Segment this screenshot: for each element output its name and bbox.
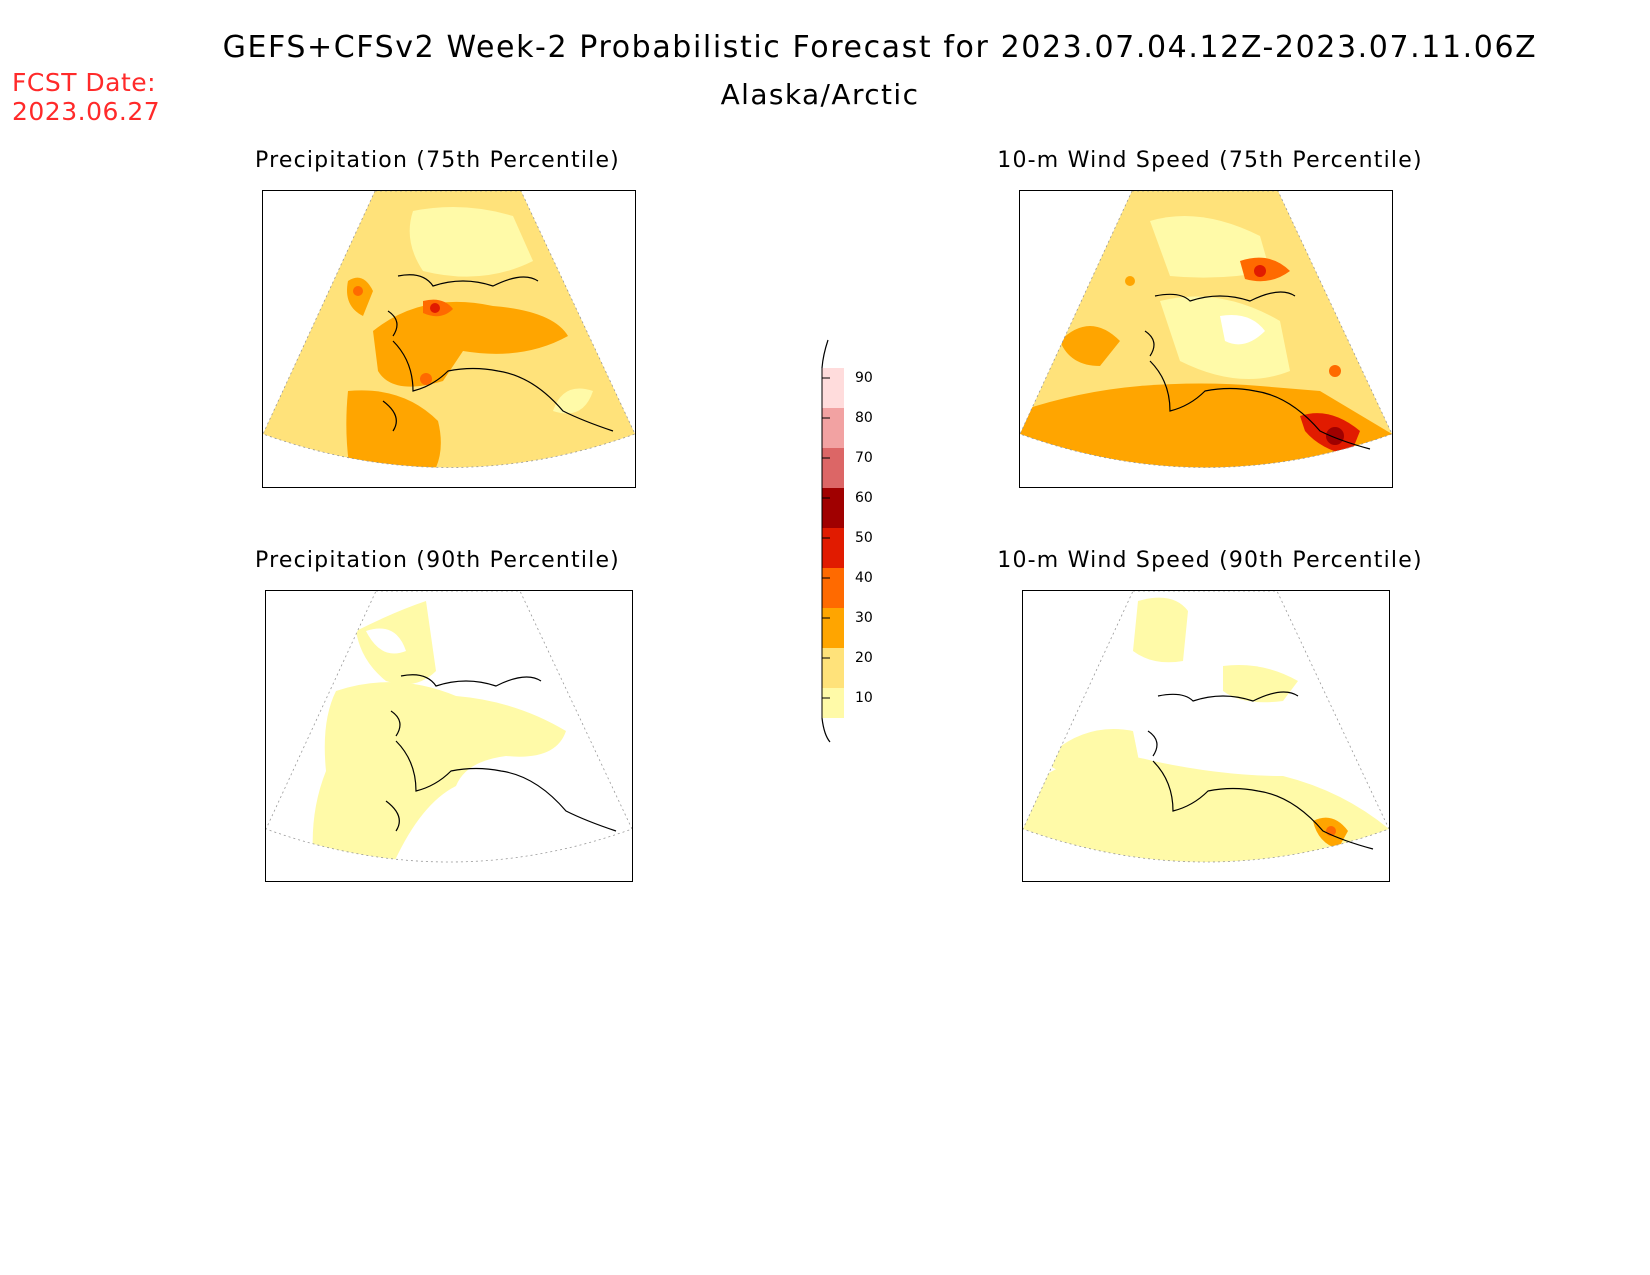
colorbar-label-30: 30 xyxy=(855,610,873,626)
colorbar-label-70: 70 xyxy=(855,450,873,466)
fcst-date-label: FCST Date: xyxy=(12,68,157,97)
colorbar-swatch-50 xyxy=(822,528,844,568)
map-precip-90-graphic xyxy=(266,591,632,863)
map-wind-75 xyxy=(1019,190,1393,488)
panel-title-precip-90: Precipitation (90th Percentile) xyxy=(255,548,620,573)
fcst-date-value: 2023.06.27 xyxy=(12,97,161,126)
colorbar-label-60: 60 xyxy=(855,490,873,506)
colorbar-label-10: 10 xyxy=(855,690,873,706)
forecast-title: GEFS+CFSv2 Week-2 Probabilistic Forecast… xyxy=(222,30,1538,65)
map-wind-90 xyxy=(1022,590,1390,882)
panel-title-precip-75: Precipitation (75th Percentile) xyxy=(255,148,620,173)
colorbar-label-90: 90 xyxy=(855,370,873,386)
map-precip-90 xyxy=(265,590,633,882)
colorbar-bottom-cap xyxy=(821,717,831,743)
colorbar-label-80: 80 xyxy=(855,410,873,426)
colorbar-label-20: 20 xyxy=(855,650,873,666)
colorbar-swatch-80 xyxy=(822,408,844,448)
map-precip-75 xyxy=(262,190,636,488)
colorbar-top-cap xyxy=(821,339,829,369)
colorbar-swatch-40 xyxy=(822,568,844,608)
colorbar-label-40: 40 xyxy=(855,570,873,586)
colorbar-swatch-90 xyxy=(822,368,844,408)
panel-title-wind-90: 10-m Wind Speed (90th Percentile) xyxy=(997,548,1423,573)
colorbar-swatch-20 xyxy=(822,648,844,688)
map-wind-90-graphic xyxy=(1023,591,1389,863)
panel-title-wind-75: 10-m Wind Speed (75th Percentile) xyxy=(997,148,1423,173)
map-precip-75-graphic xyxy=(263,191,635,468)
colorbar-label-50: 50 xyxy=(855,530,873,546)
colorbar xyxy=(821,339,844,743)
colorbar-swatch-70 xyxy=(822,448,844,488)
colorbar-swatch-60 xyxy=(822,488,844,528)
region-subtitle: Alaska/Arctic xyxy=(720,78,920,111)
colorbar-swatch-10 xyxy=(822,688,844,718)
fcst-date-block: FCST Date: 2023.06.27 xyxy=(12,68,160,126)
map-wind-75-graphic xyxy=(1020,191,1392,468)
colorbar-swatch-30 xyxy=(822,608,844,648)
